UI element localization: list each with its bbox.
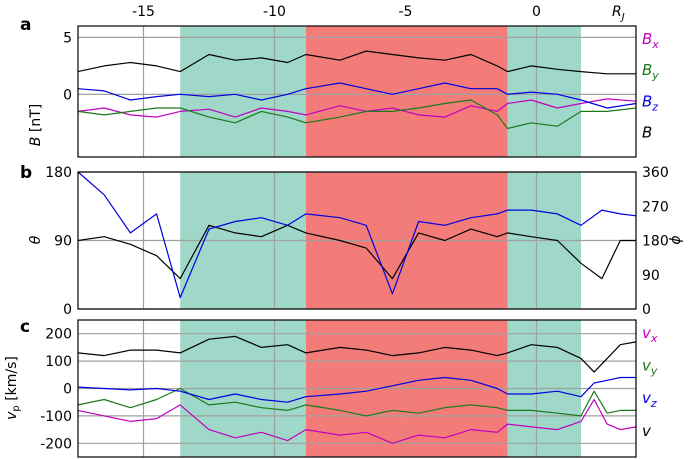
legend-entry-c: vy [642,357,658,378]
ytick-right-label-b: 360 [642,165,669,181]
shaded-region-a-2 [507,26,581,157]
plot-layer: 5 0 180 90 0 200 100 0 -100 -200 360 270 180 90 0 Bx By B… [40,25,669,458]
ytick-right-label-b: 270 [642,199,669,215]
panel-a-ylabel: B [nT] [28,104,44,146]
panel-c-ylabel: vp [km/s] [4,356,22,420]
legend-entry-a: By [642,61,659,82]
ytick-label-a: 5 [63,30,72,46]
ytick-label-b: 0 [63,302,72,318]
top-tick-label: -15 [132,4,155,20]
panel-letter-b: b [20,163,32,183]
panel-b-ylabel-left: θ [28,235,44,244]
panel-frame-c [77,319,637,458]
shaded-region-a-0 [180,26,306,157]
legend-entry-a: B [642,124,652,142]
ytick-label-a: 0 [63,87,72,103]
legend-entry-c: vz [642,389,657,410]
series-line-b-θ [77,224,636,280]
ytick-label-b: 180 [45,165,72,181]
series-line-c-vz [77,376,636,403]
panel-frame-b [77,171,637,310]
ytick-label-c: -100 [40,409,72,425]
top-tick-label: -10 [263,4,286,20]
top-tick-label: -5 [398,4,412,20]
series-line-a-Bz [77,82,637,109]
top-tick-label: 0 [532,4,541,20]
series-line-b-ϕ [77,171,637,299]
panel-b-angles: b θ ϕ [20,163,684,245]
top-axis-unit: RJ [612,4,625,23]
series-line-a-B [77,50,636,75]
panel-a-magnetic-field: a B [nT] [20,15,44,146]
ytick-right-label-b: 180 [642,234,669,250]
series-line-a-By [77,99,637,130]
ytick-label-c: 100 [45,354,72,370]
series-line-c-vy [77,387,636,417]
panel-letter-c: c [20,317,30,337]
ytick-right-label-b: 0 [642,302,651,318]
ytick-label-c: 200 [45,327,72,343]
series-line-c-v [77,335,637,373]
panel-frame-a [77,25,637,158]
top-x-axis: -15 -10 -5 0 [132,4,541,20]
legend-entry-c: v [642,422,652,440]
series-line-c-vx [77,398,637,444]
ytick-label-c: -200 [40,436,72,452]
panel-letter-a: a [20,15,31,35]
legend-entry-a: Bx [642,30,659,51]
ytick-right-label-b: 90 [642,268,660,284]
legend-entry-c: vx [642,324,658,345]
ytick-label-b: 90 [54,234,72,250]
ytick-label-c: 0 [63,382,72,398]
panel-b-ylabel-right: ϕ [668,235,684,244]
panel-c-velocity: c vp [km/s] [4,317,30,420]
legend-entry-a: Bz [642,92,658,113]
